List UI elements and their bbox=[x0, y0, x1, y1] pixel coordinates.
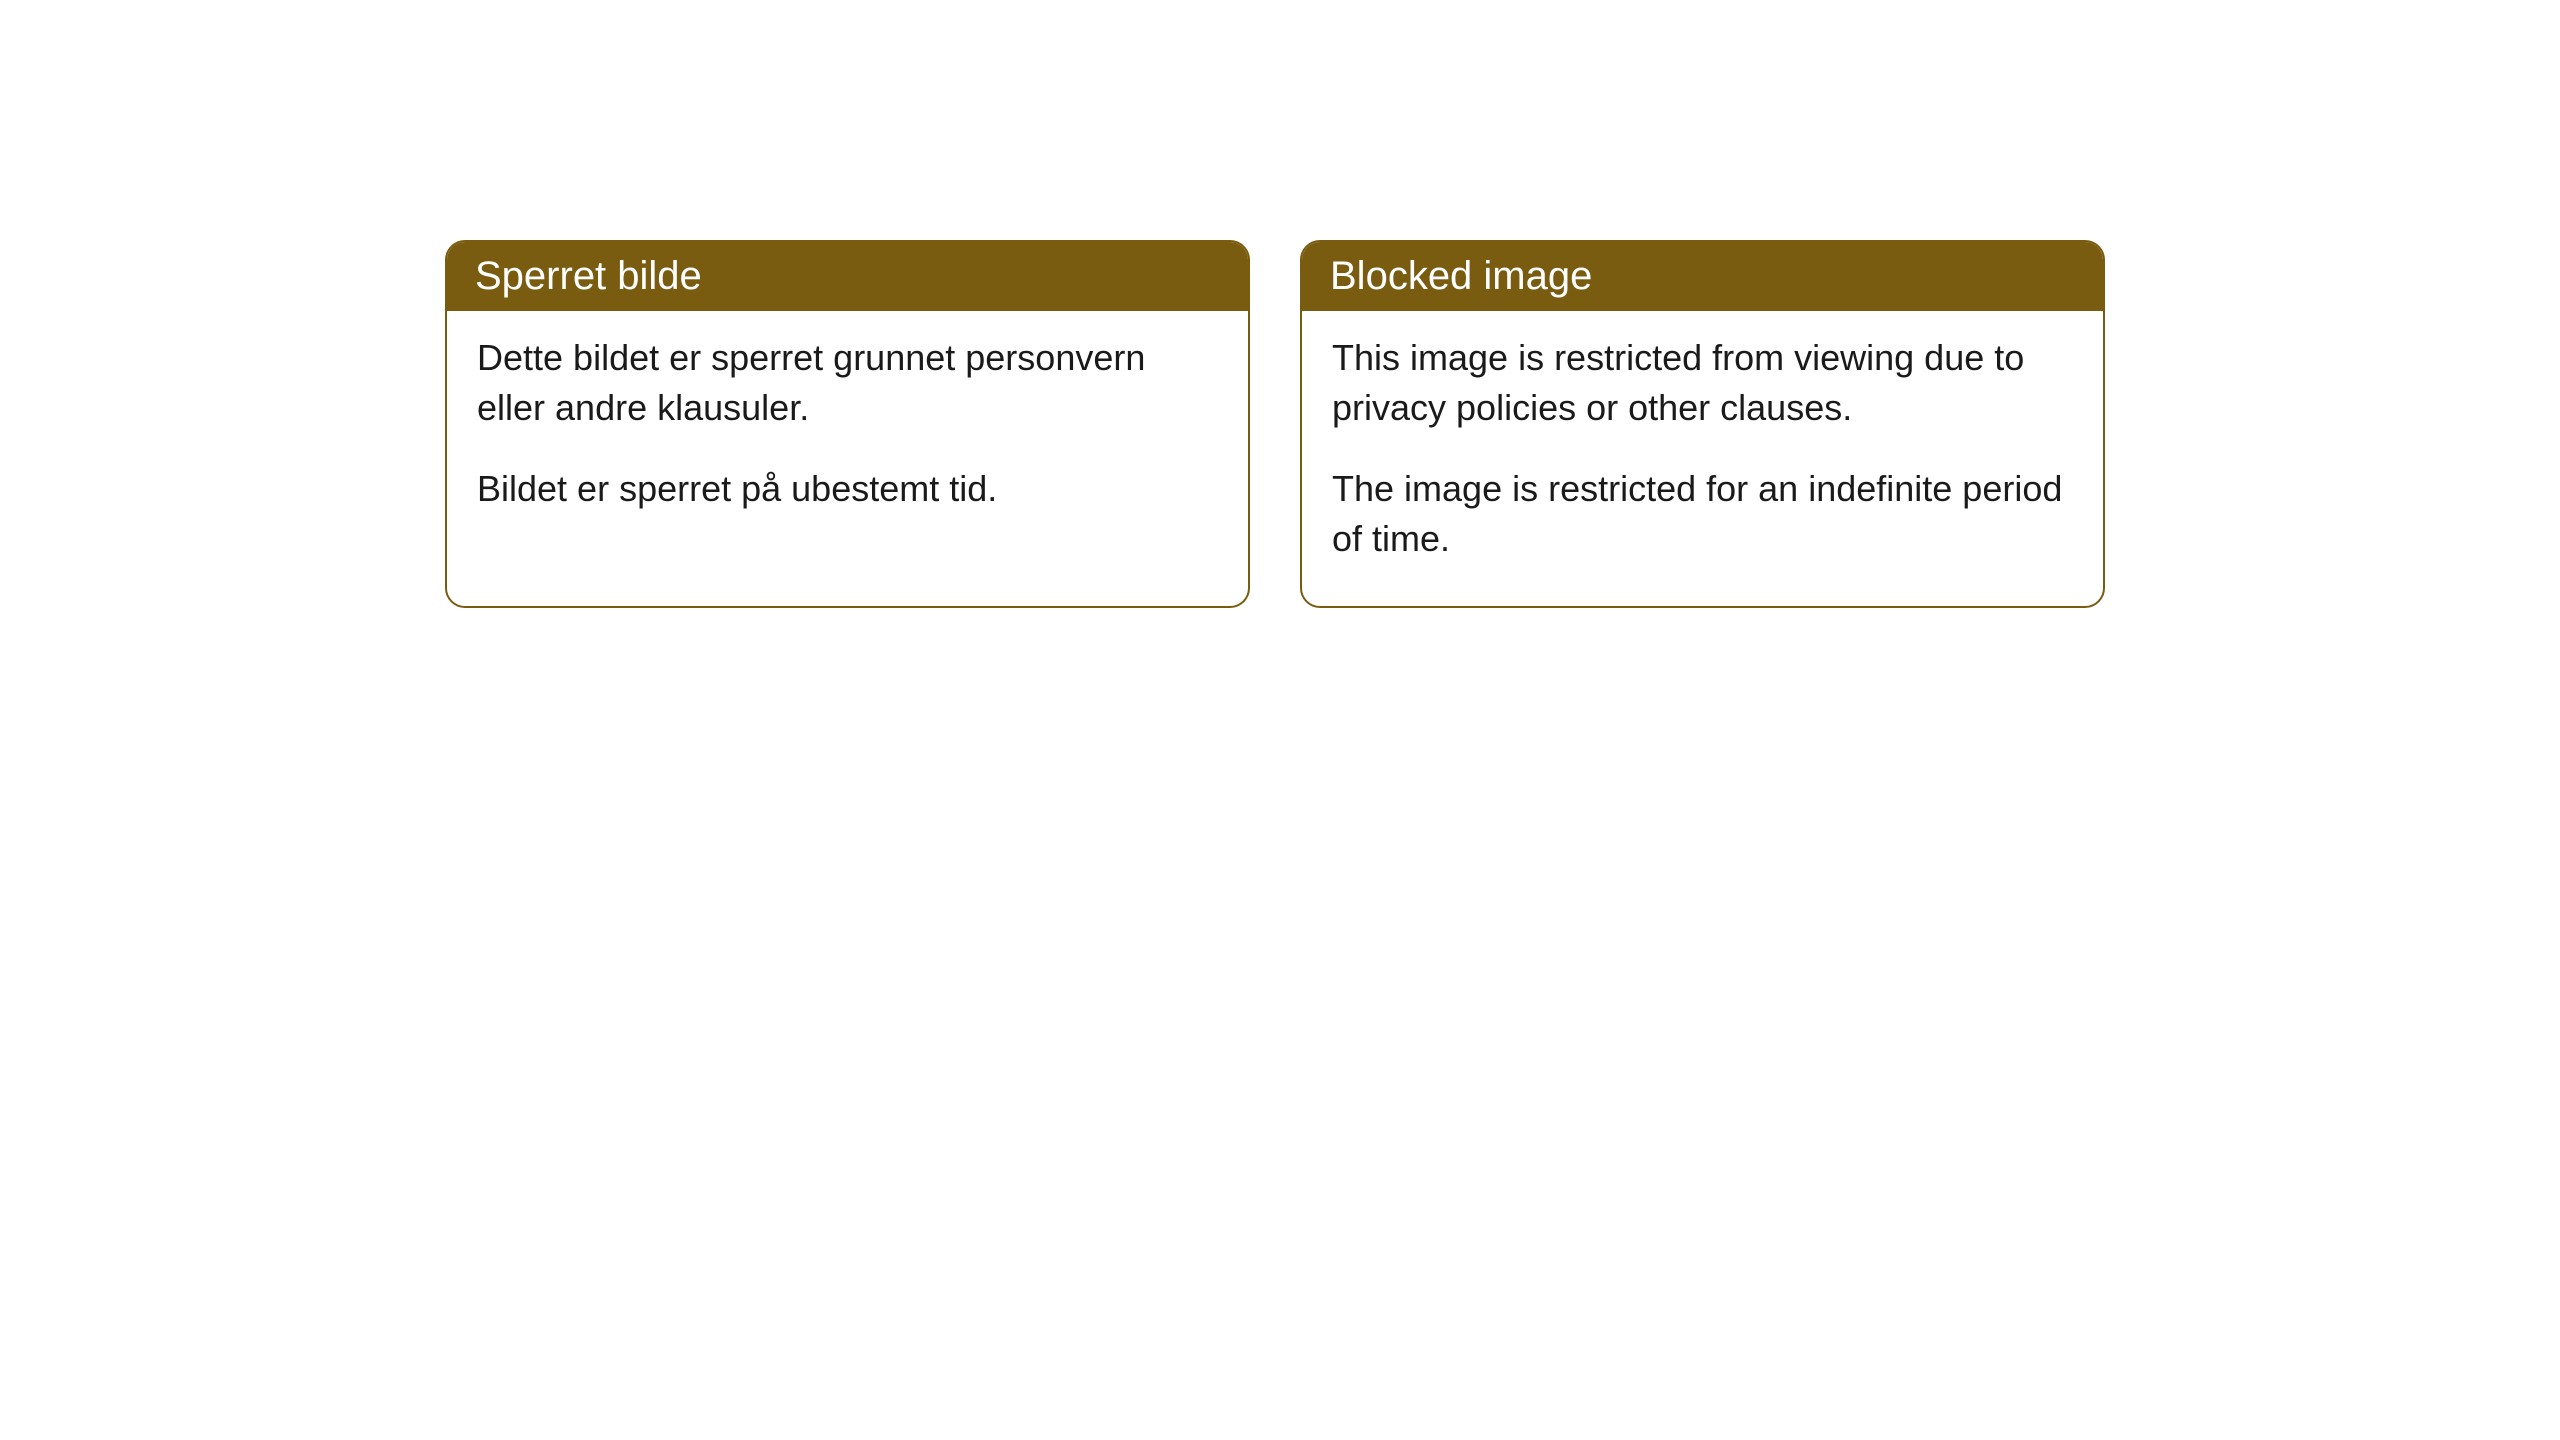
card-header: Sperret bilde bbox=[447, 242, 1248, 311]
card-body: This image is restricted from viewing du… bbox=[1302, 311, 2103, 606]
notice-container: Sperret bilde Dette bildet er sperret gr… bbox=[445, 240, 2105, 608]
card-paragraph: Dette bildet er sperret grunnet personve… bbox=[477, 333, 1218, 432]
notice-card-english: Blocked image This image is restricted f… bbox=[1300, 240, 2105, 608]
card-paragraph: The image is restricted for an indefinit… bbox=[1332, 464, 2073, 563]
card-body: Dette bildet er sperret grunnet personve… bbox=[447, 311, 1248, 556]
card-paragraph: This image is restricted from viewing du… bbox=[1332, 333, 2073, 432]
notice-card-norwegian: Sperret bilde Dette bildet er sperret gr… bbox=[445, 240, 1250, 608]
card-title: Sperret bilde bbox=[475, 254, 702, 298]
card-paragraph: Bildet er sperret på ubestemt tid. bbox=[477, 464, 1218, 514]
card-header: Blocked image bbox=[1302, 242, 2103, 311]
card-title: Blocked image bbox=[1330, 254, 1592, 298]
